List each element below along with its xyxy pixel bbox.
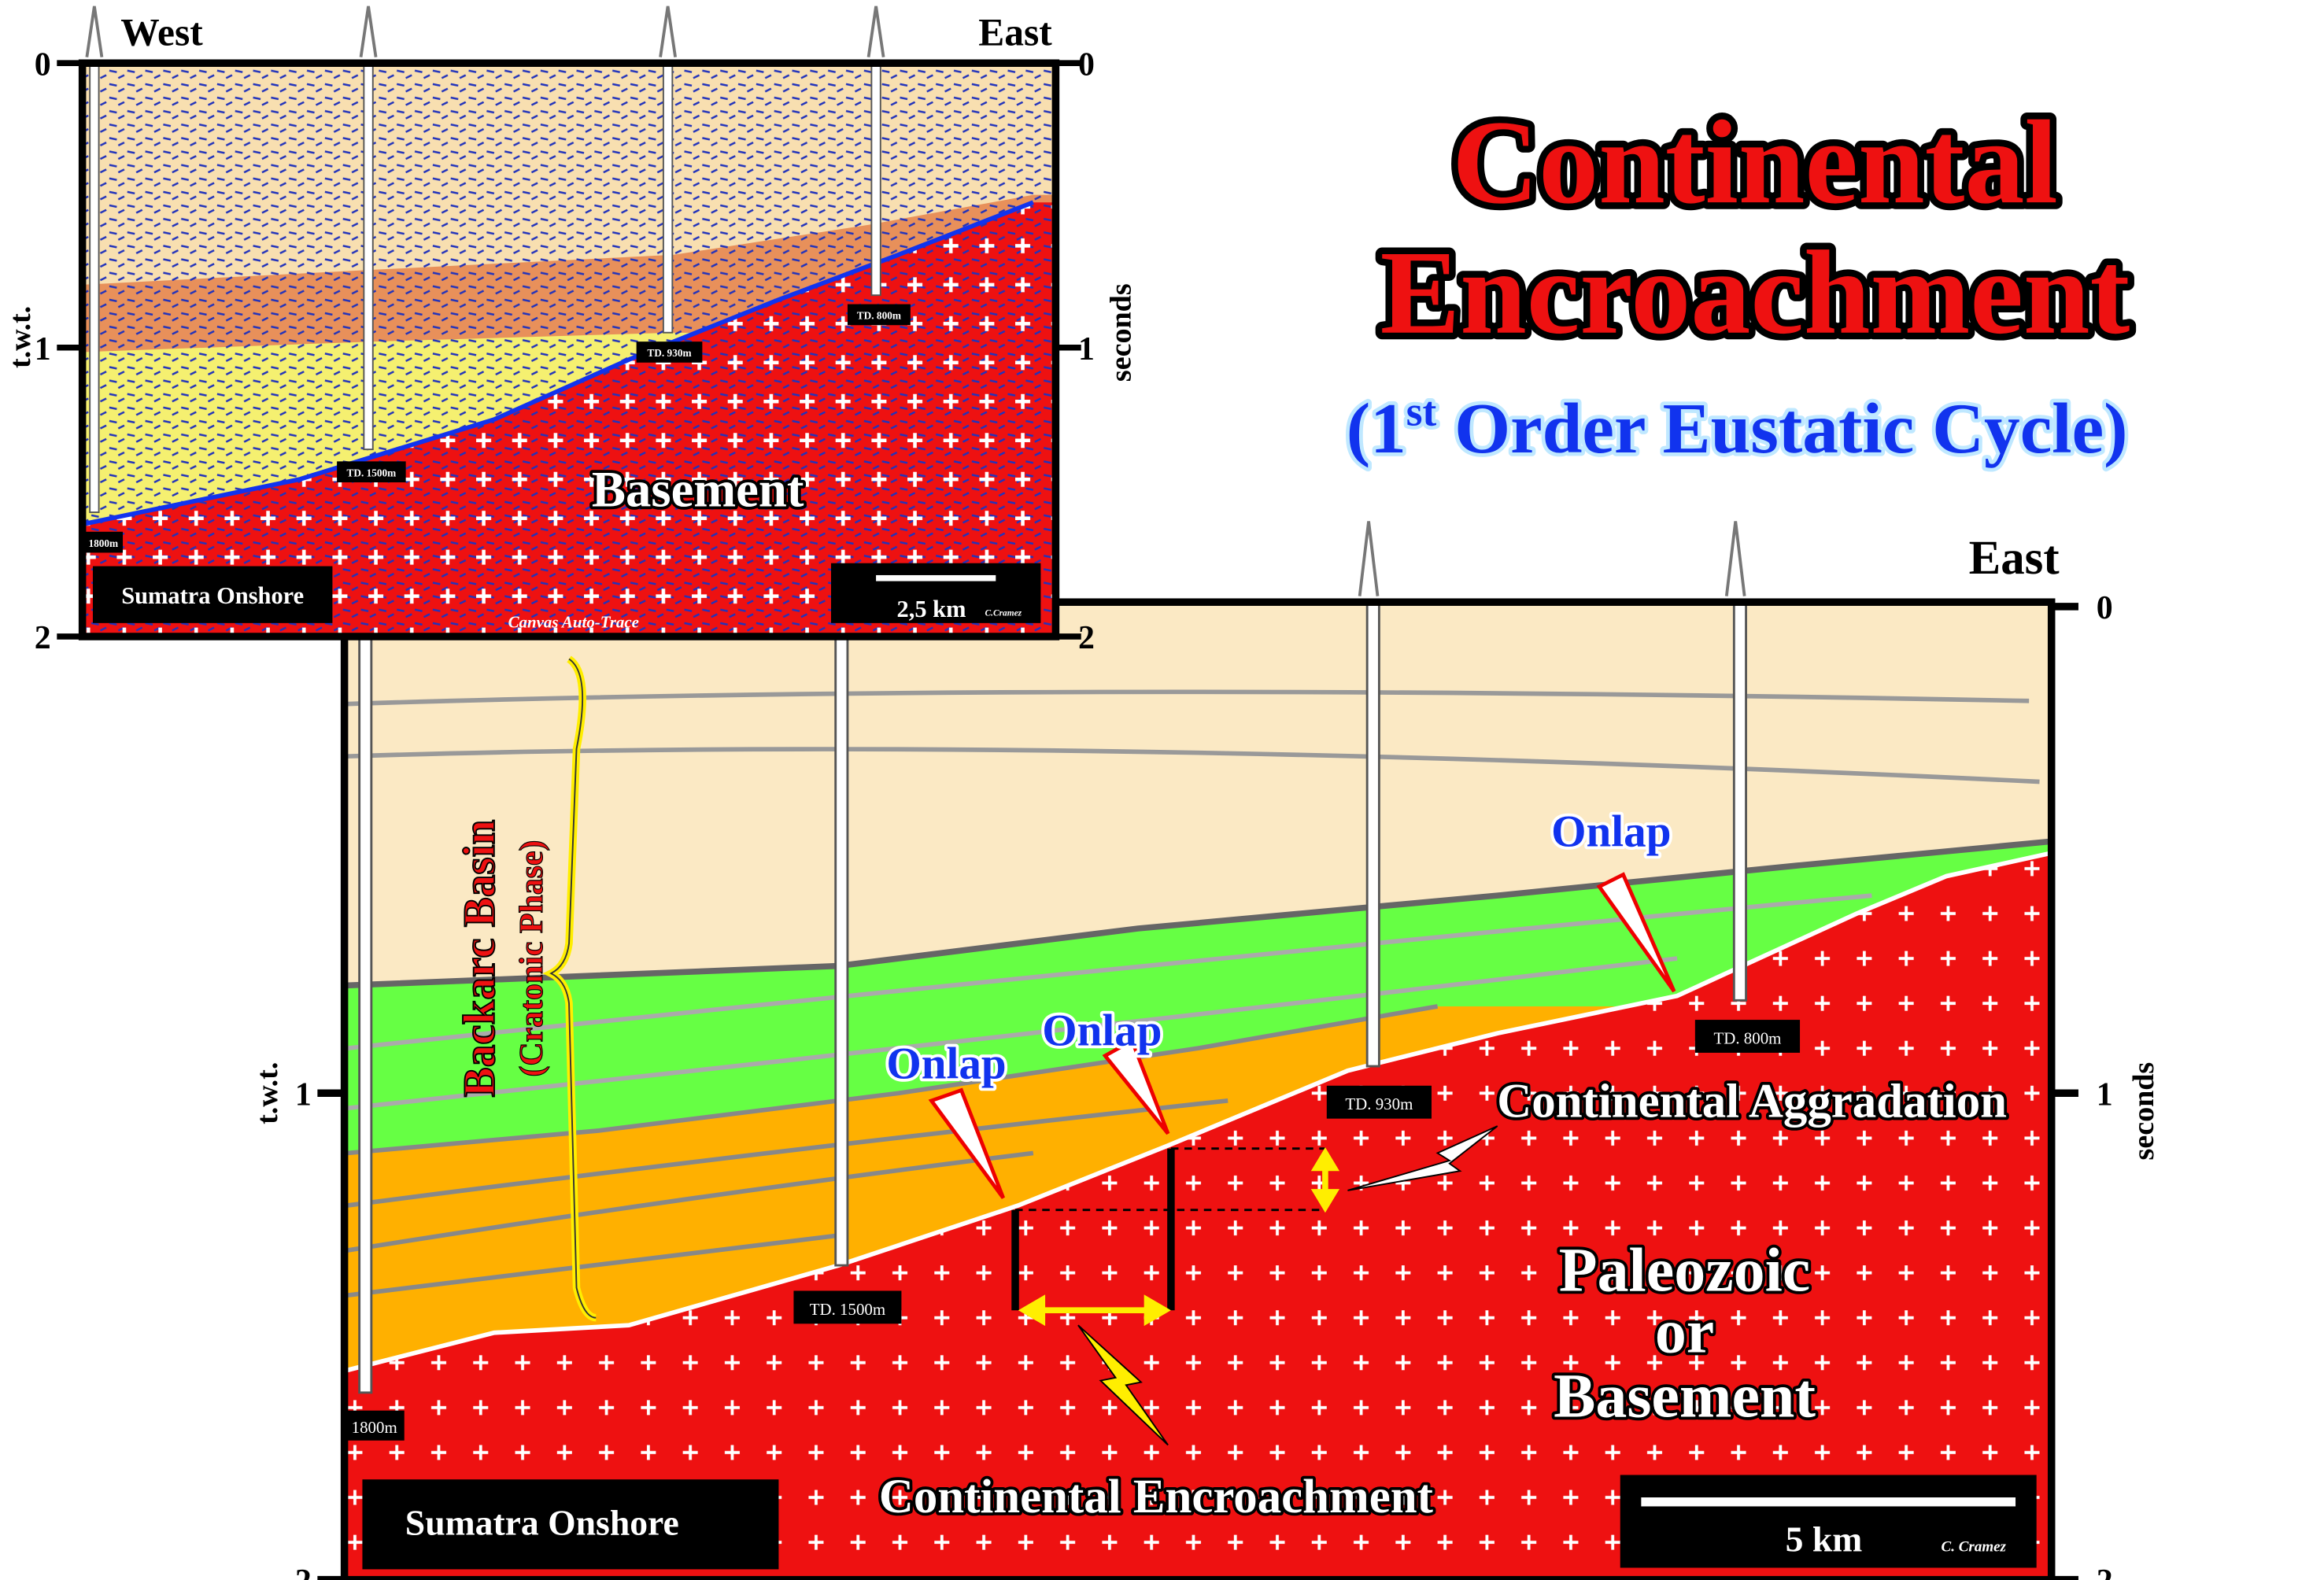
scale-label: 5 km — [1786, 1519, 1863, 1560]
scale-box — [1620, 1475, 2037, 1568]
east-label: East — [1969, 532, 2060, 585]
scale-bar — [1641, 1497, 2016, 1507]
well-label: 1800m — [352, 1418, 397, 1437]
tick-label: 1 — [2097, 1077, 2113, 1113]
guide — [1015, 1147, 1325, 1212]
onlap-label: Onlap — [1042, 1006, 1162, 1055]
title-line: Encroachment — [1380, 226, 2130, 359]
location-label: Sumatra Onshore — [405, 1503, 679, 1543]
inset-well-labels: 1800m TD. 1500m TD. 930m TD. 800m — [83, 304, 911, 553]
onlap-labels: Onlap Onlap Onlap — [884, 804, 1675, 1092]
step — [1011, 1148, 1175, 1311]
east-label: East — [978, 10, 1052, 54]
title-line: Continental — [1452, 95, 2058, 228]
onlap-label: Onlap — [1551, 807, 1671, 856]
inset-section: 1800m TD. 1500m TD. 930m TD. 800m Baseme… — [4, 6, 1138, 656]
well-label: TD. 930m — [647, 347, 691, 359]
credit: C. Cramez — [1942, 1539, 2007, 1556]
bolt — [1347, 1125, 1498, 1191]
tick-label: 0 — [2097, 590, 2113, 626]
reflector — [347, 838, 2049, 989]
tick-label: 0 — [1078, 46, 1095, 83]
encroachment-label: Continental Encroachment — [879, 1471, 1433, 1523]
tick-label: 0 — [35, 46, 51, 83]
title: Continental Encroachment (1st Order Eust… — [1343, 89, 2137, 472]
basin-phase-label: (Cratonic Phase) — [514, 840, 550, 1077]
axis-label: t.w.t. — [4, 306, 37, 368]
tick-label: 1 — [1078, 331, 1095, 367]
subtitle-part: (1 — [1347, 389, 1406, 468]
unconformity — [346, 851, 2049, 1373]
well-label: TD. 1500m — [346, 467, 396, 478]
derrick — [1358, 521, 1746, 596]
location-box — [92, 566, 333, 623]
axis-label: seconds — [1105, 283, 1138, 382]
tick-label: 1 — [295, 1077, 312, 1113]
inset-basement-pattern — [82, 202, 1056, 637]
axis-label: seconds — [2127, 1062, 2160, 1161]
subtitle-part: Order Eustatic Cycle) — [1436, 389, 2127, 468]
west-label: West — [120, 10, 203, 54]
subtitle-sup: st — [1406, 389, 1437, 435]
paleozoic-label: Basement — [1554, 1361, 1816, 1430]
tick — [57, 60, 1081, 640]
brace — [549, 658, 597, 1319]
tick-label: 2 — [35, 620, 51, 656]
paleozoic-label: Paleozoic — [1559, 1235, 1810, 1305]
inset-unconformity — [82, 200, 1034, 527]
onlap-arrows — [928, 872, 1676, 1199]
reflector — [346, 1098, 1229, 1298]
encroachment-arrow — [1018, 1294, 1171, 1327]
aggradation-label: Continental Aggradation — [1497, 1076, 2007, 1128]
well-label: TD. 800m — [1713, 1029, 1781, 1048]
subtitle: (1st Order Eustatic Cycle) — [1347, 389, 2128, 468]
basement-label: Basement — [592, 460, 804, 517]
tick-label: 2 — [295, 1563, 312, 1580]
location-label: Sumatra Onshore — [121, 582, 304, 609]
well-label: 1800m — [88, 537, 118, 549]
basin-label: Backarc Basin — [455, 820, 504, 1098]
aggradation-arrow — [1310, 1147, 1340, 1213]
reflector — [347, 1004, 1439, 1156]
credit: C.Cramez — [985, 608, 1022, 618]
axis-label: t.w.t. — [251, 1062, 284, 1124]
main-section: 1800m TD. 1500m TD. 930m TD. 800m Backar… — [251, 521, 2160, 1580]
paleozoic-label: or — [1655, 1297, 1714, 1366]
location-box — [362, 1479, 779, 1570]
scale-box — [831, 563, 1041, 623]
well-label: TD. 1500m — [810, 1300, 885, 1319]
basement-pattern — [347, 853, 2049, 1580]
well-labels: 1800m TD. 1500m TD. 930m TD. 800m — [344, 1020, 1801, 1441]
derrick — [85, 6, 885, 57]
inset-wells — [89, 62, 881, 513]
scale-bar — [876, 574, 996, 581]
tick-label: 2 — [2097, 1563, 2113, 1580]
tick-label: 2 — [1078, 620, 1095, 656]
tick-label: 1 — [35, 331, 51, 367]
trace-label: Canvas Auto-Trace — [508, 613, 639, 632]
well-label: TD. 930m — [1345, 1095, 1413, 1113]
labels: Continental Aggradation Paleozoic or Bas… — [876, 1072, 2010, 1526]
bolt — [1077, 1324, 1169, 1446]
onlap-label: Onlap — [886, 1039, 1006, 1088]
scale-label: 2,5 km — [897, 596, 966, 622]
well-label: TD. 800m — [857, 310, 901, 322]
